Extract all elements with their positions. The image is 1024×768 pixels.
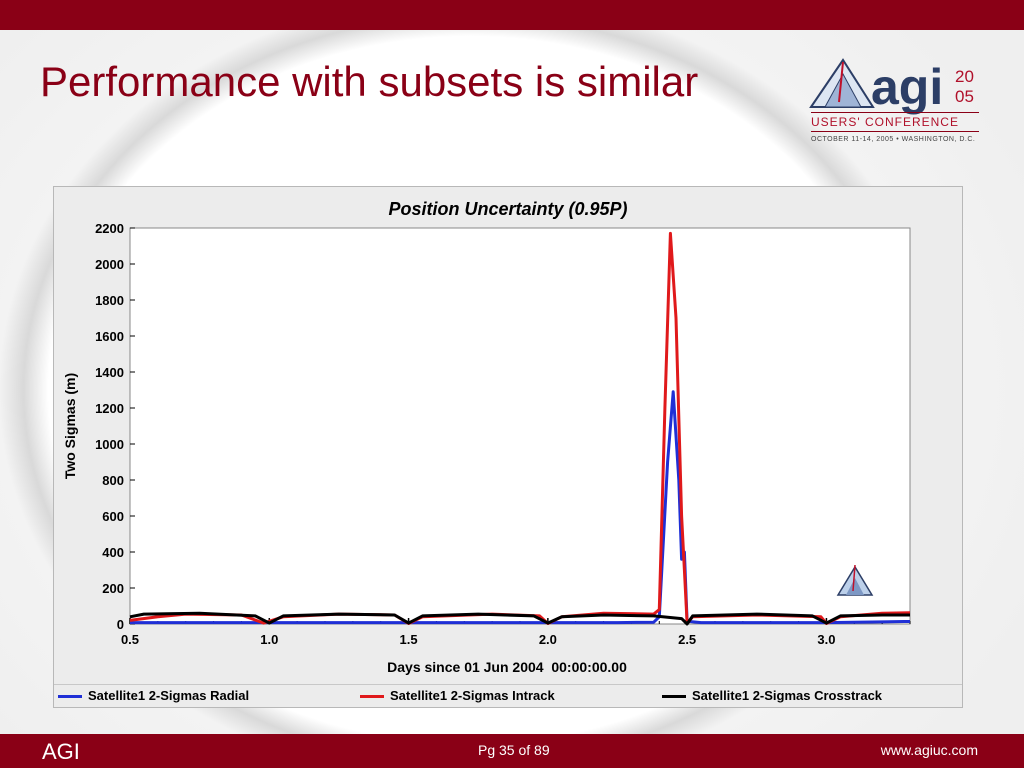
chart-legend: Satellite1 2-Sigmas Radial Satellite1 2-… — [54, 684, 962, 707]
footer-page-number: Pg 35 of 89 — [478, 742, 550, 758]
series-lines — [129, 231, 911, 626]
y-tick-label: 400 — [102, 545, 124, 560]
agi-logo: agi 20 05 — [809, 58, 974, 115]
slide-title: Performance with subsets is similar — [40, 58, 699, 105]
legend-swatch-radial — [58, 695, 82, 699]
y-tick-label: 1400 — [95, 365, 124, 380]
y-tick-label: 1800 — [95, 293, 124, 308]
legend-item-intrack: Satellite1 2-Sigmas Intrack — [360, 688, 555, 703]
x-tick-label: 3.0 — [817, 632, 835, 647]
series-line-radial — [130, 390, 910, 625]
logo-year-bottom: 05 — [955, 87, 974, 106]
top-banner — [0, 0, 1024, 30]
y-tick-label: 0 — [117, 617, 124, 632]
y-tick-label: 1600 — [95, 329, 124, 344]
chart-panel: Position Uncertainty (0.95P) 0 200 400 600 8… — [53, 186, 963, 708]
x-tick-label: 1.0 — [260, 632, 278, 647]
series-line-crosstrack — [129, 611, 910, 626]
x-tick-label: 0.5 — [121, 632, 139, 647]
x-tick-label: 1.5 — [400, 632, 418, 647]
y-tick-label: 2200 — [95, 221, 124, 236]
position-uncertainty-chart: Position Uncertainty (0.95P) 0 200 400 600 8… — [62, 199, 911, 675]
legend-item-crosstrack: Satellite1 2-Sigmas Crosstrack — [662, 688, 882, 703]
logo-main-text: agi — [871, 59, 943, 115]
x-axis-label: Days since 01 Jun 2004 00:00:00.00 — [387, 659, 627, 675]
y-tick-label: 1200 — [95, 401, 124, 416]
y-axis-label: Two Sigmas (m) — [62, 373, 78, 479]
legend-item-radial: Satellite1 2-Sigmas Radial — [58, 688, 249, 703]
legend-swatch-crosstrack — [662, 695, 686, 699]
y-tick-label: 800 — [102, 473, 124, 488]
logo-year-top: 20 — [955, 67, 974, 86]
footer-company: AGI — [42, 739, 80, 764]
footer-bar: AGI Pg 35 of 89 www.agiuc.com — [0, 734, 1024, 768]
logo-date-line: OCTOBER 11-14, 2005 • WASHINGTON, D.C. — [811, 136, 976, 143]
plot-area — [129, 227, 911, 625]
stk-watermark-icon — [836, 564, 874, 596]
y-tick-label: 1000 — [95, 437, 124, 452]
legend-label-crosstrack: Satellite1 2-Sigmas Crosstrack — [692, 688, 883, 703]
y-tick-label: 200 — [102, 581, 124, 596]
logo-subtitle: USERS' CONFERENCE — [811, 115, 959, 129]
y-tick-label: 600 — [102, 509, 124, 524]
legend-label-radial: Satellite1 2-Sigmas Radial — [88, 688, 250, 703]
legend-swatch-intrack — [360, 695, 384, 699]
logo-divider-bottom — [811, 131, 979, 132]
x-tick-label: 2.0 — [539, 632, 557, 647]
x-tick-label: 2.5 — [678, 632, 696, 647]
legend-label-intrack: Satellite1 2-Sigmas Intrack — [390, 688, 555, 703]
logo-divider-top — [811, 112, 979, 113]
footer-url: www.agiuc.com — [880, 742, 978, 758]
y-axis: 0 200 400 600 800 1000 1200 1400 1600 1800 2000 220… — [95, 221, 135, 632]
y-tick-label: 2000 — [95, 257, 124, 272]
chart-title: Position Uncertainty (0.95P) — [388, 199, 627, 219]
